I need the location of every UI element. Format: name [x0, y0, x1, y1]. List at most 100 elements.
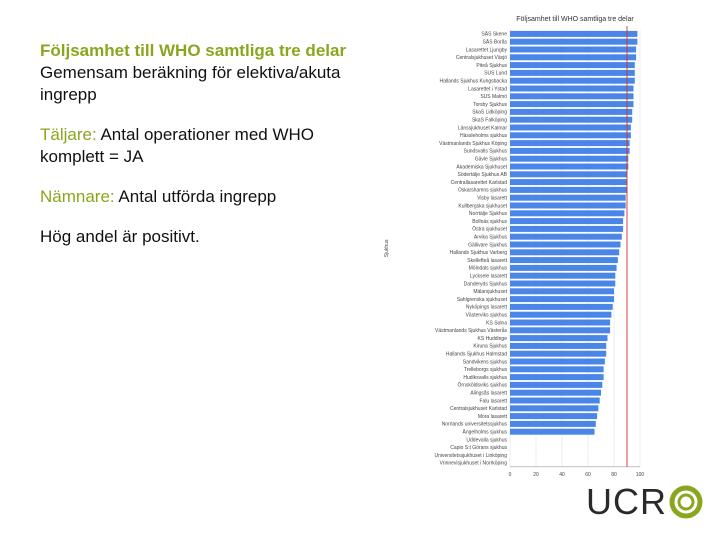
bar — [510, 358, 605, 365]
category-label: Hallands Sjukhus Halmstad — [446, 352, 507, 358]
category-label: Mölndals sjukhus — [469, 266, 508, 272]
category-label: Centralsjukhuset Växjö — [456, 55, 507, 61]
category-label: Sahlgrenska sjukhuset — [457, 297, 508, 303]
bar — [510, 405, 599, 412]
bar — [510, 38, 638, 45]
category-label: Lycksele lasarett — [470, 274, 508, 280]
bar — [510, 335, 608, 342]
bar — [510, 171, 627, 178]
category-label: Örnsköldsviks sjukhus — [458, 382, 508, 389]
bar — [510, 202, 626, 209]
bar — [510, 140, 630, 147]
bar — [510, 46, 637, 53]
category-label: Norrtälje Sjukhus — [469, 211, 508, 217]
numerator-definition-cont: komplett = JA — [40, 147, 144, 166]
category-label: Akademiska Sjukhuset — [456, 164, 507, 170]
category-label: Gävle Sjukhus — [475, 157, 508, 163]
category-label: Sandvikens sjukhus — [463, 359, 508, 365]
category-label: Piteå Sjukhus — [476, 62, 507, 69]
bar — [510, 374, 604, 381]
slide-subtitle-line1: Gemensam beräkning för elektiva/akuta — [40, 63, 341, 82]
bar — [510, 194, 626, 201]
y-axis-label: Sjukhus — [384, 239, 390, 257]
category-label: Ängelholms sjukhus — [463, 429, 508, 436]
x-tick-label: 0 — [509, 472, 512, 478]
numerator-definition: Täljare: Antal operationer med WHO — [40, 124, 380, 146]
category-label: Visby lasarett — [477, 196, 508, 202]
hospital-bar-chart: Följsamhet till WHO samtliga tre delar SÄ… — [384, 16, 645, 478]
category-label: SkaS Lidköping — [472, 110, 507, 116]
category-label: Centralsjukhuset Karlstad — [450, 406, 507, 412]
denominator-definition: Nämnare: Antal utförda ingrepp — [40, 186, 380, 208]
bar — [510, 210, 625, 217]
bar — [510, 327, 611, 334]
bar — [510, 366, 604, 373]
category-label: Södertälje Sjukhus AB — [458, 172, 508, 178]
category-label: SUS Lund — [484, 71, 507, 77]
bar — [510, 108, 633, 115]
category-label: Oskarshamns sjukhus — [458, 188, 508, 194]
bar — [510, 30, 638, 37]
category-label: Falu lasarett — [479, 398, 507, 404]
category-label: Länssjukhuset Kalmar — [458, 125, 508, 131]
category-label: Skellefteå lasarett — [467, 257, 507, 264]
bar — [510, 397, 600, 404]
bar — [510, 147, 630, 154]
denominator-label: Nämnare: — [40, 187, 115, 206]
bar — [510, 225, 624, 232]
category-label: Västmanlands Sjukhus Västerås — [435, 327, 507, 334]
bar — [510, 218, 624, 225]
category-label: SÄS Skene — [481, 31, 507, 38]
category-label: KS Solna — [486, 320, 507, 326]
slide-title: Följsamhet till WHO samtliga tre delar — [40, 41, 347, 60]
bar — [510, 163, 629, 170]
bar — [510, 257, 618, 264]
category-label: Östra sjukhuset — [472, 226, 507, 233]
category-label: Hudiksvalls sjukhus — [463, 375, 507, 381]
category-label: Västmanlands Sjukhus Köping — [439, 141, 507, 147]
bar — [510, 342, 607, 349]
interpretation-note: Hög andel är positivt. — [40, 227, 200, 246]
denominator-text: Antal utförda ingrepp — [114, 187, 277, 206]
bar — [510, 280, 616, 287]
bar — [510, 296, 614, 303]
category-label: Hässleholms sjukhus — [460, 133, 507, 139]
bar — [510, 69, 635, 76]
bar — [510, 85, 634, 92]
x-tick-label: 40 — [559, 472, 565, 478]
category-label: Hallands Sjukhus Varberg — [450, 250, 508, 256]
category-label: Västerviks sjukhus — [466, 313, 508, 319]
bar — [510, 77, 635, 84]
bar — [510, 428, 595, 435]
logo-ring-icon — [669, 485, 703, 519]
bar — [510, 241, 621, 248]
category-label: Lasarettet Ljungby — [466, 47, 508, 53]
category-label: Sundsvalls Sjukhus — [464, 149, 508, 155]
chart-title: Följsamhet till WHO samtliga tre delar — [516, 16, 634, 23]
bar — [510, 350, 607, 357]
bar — [510, 420, 596, 427]
x-tick-label: 20 — [533, 472, 539, 478]
category-label: SkaS Falköping — [472, 118, 507, 124]
category-label: Uddevalla sjukhus — [466, 437, 507, 443]
logo-text: UCR — [586, 481, 667, 522]
x-tick-label: 80 — [611, 472, 617, 478]
bar — [510, 389, 601, 396]
category-label: Danderyds Sjukhus — [464, 281, 508, 287]
category-label: Norrlands universitetssjukhus — [442, 422, 508, 428]
category-label: Nyköpings lasarett — [466, 305, 508, 311]
numerator-label: Täljare: — [40, 125, 97, 144]
bar — [510, 155, 629, 162]
bar — [510, 124, 631, 131]
category-label: Mora lasarett — [478, 414, 508, 420]
category-label: Capio S:t Görans sjukhus — [450, 445, 507, 451]
category-label: Kullbergska sjukhuset — [458, 203, 507, 209]
category-label: SUS Malmö — [480, 94, 507, 100]
category-label: Gällivare Sjukhus — [468, 242, 507, 248]
bar — [510, 264, 617, 271]
bar — [510, 116, 633, 123]
x-tick-label: 60 — [585, 472, 591, 478]
x-tick-label: 100 — [636, 472, 645, 478]
category-label: Arvika Sjukhus — [474, 235, 508, 241]
category-label: Mälarsjukhuset — [473, 289, 507, 295]
